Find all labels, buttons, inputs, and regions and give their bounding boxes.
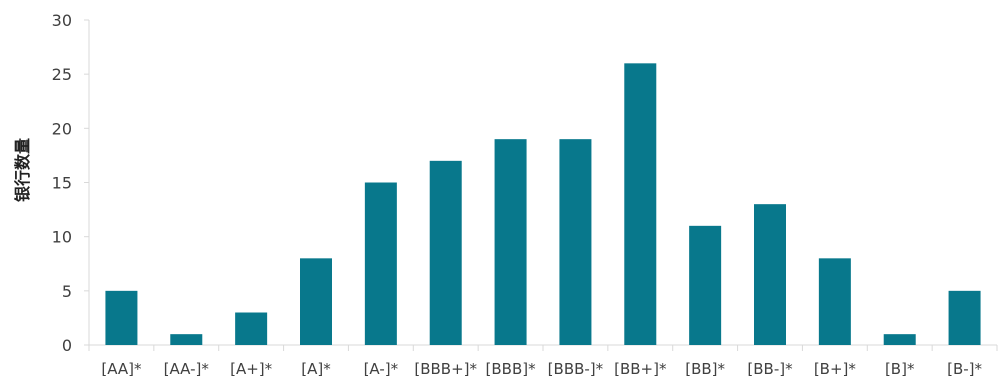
y-tick-label: 15 [52, 174, 72, 193]
x-tick-label: [A+]* [230, 360, 273, 378]
x-tick-label: [BBB+]* [414, 360, 477, 378]
bar [818, 258, 851, 345]
x-tick-label: [B+]* [814, 360, 857, 378]
bar [429, 160, 462, 345]
bar [364, 182, 397, 345]
bar [105, 290, 138, 345]
bar [883, 334, 916, 345]
bar [300, 258, 332, 345]
x-tick-label: [BB]* [685, 360, 725, 378]
x-tick-label: [A-]* [364, 360, 399, 378]
bar [494, 139, 527, 345]
y-tick-label: 20 [52, 119, 72, 138]
bar [559, 139, 592, 345]
bar [948, 290, 981, 345]
y-tick-label: 25 [52, 65, 72, 84]
x-tick-label: [A]* [301, 360, 331, 378]
x-tick-label: [BB+]* [614, 360, 667, 378]
x-tick-label: [AA]* [101, 360, 142, 378]
bar [689, 225, 722, 345]
bar [235, 312, 268, 345]
y-tick-label: 10 [52, 228, 72, 247]
y-axis-label-text: 银行数量 [13, 137, 32, 203]
bar [754, 204, 786, 345]
x-tick-label: [AA-]* [164, 360, 210, 378]
bar [170, 334, 203, 345]
x-tick-label: [BBB-]* [548, 360, 604, 378]
y-tick-label: 0 [62, 336, 72, 355]
y-tick-label: 5 [62, 282, 72, 301]
x-tick-label: [B]* [885, 360, 915, 378]
y-tick-label: 30 [52, 11, 72, 30]
bar [624, 63, 657, 345]
x-tick-label: [B-]* [947, 360, 982, 378]
x-tick-label: [BB-]* [747, 360, 793, 378]
y-axis-label: 银行数量 [6, 120, 36, 220]
x-tick-label: [BBB]* [486, 360, 537, 378]
